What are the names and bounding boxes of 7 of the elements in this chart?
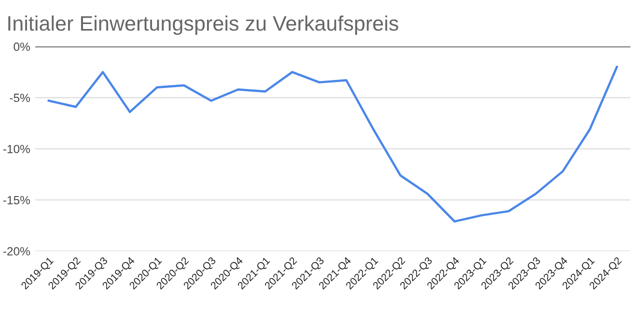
y-tick-label: -15% [3, 196, 30, 204]
y-tick-label: -5% [10, 94, 30, 102]
chart-title: Initialer Einwertungspreis zu Verkaufspreis [8, 16, 398, 35]
y-tick-label: -20% [3, 247, 30, 256]
y-tick-label: -10% [3, 144, 30, 154]
y-tick-label: 0% [14, 42, 30, 51]
line-series [48, 66, 618, 223]
